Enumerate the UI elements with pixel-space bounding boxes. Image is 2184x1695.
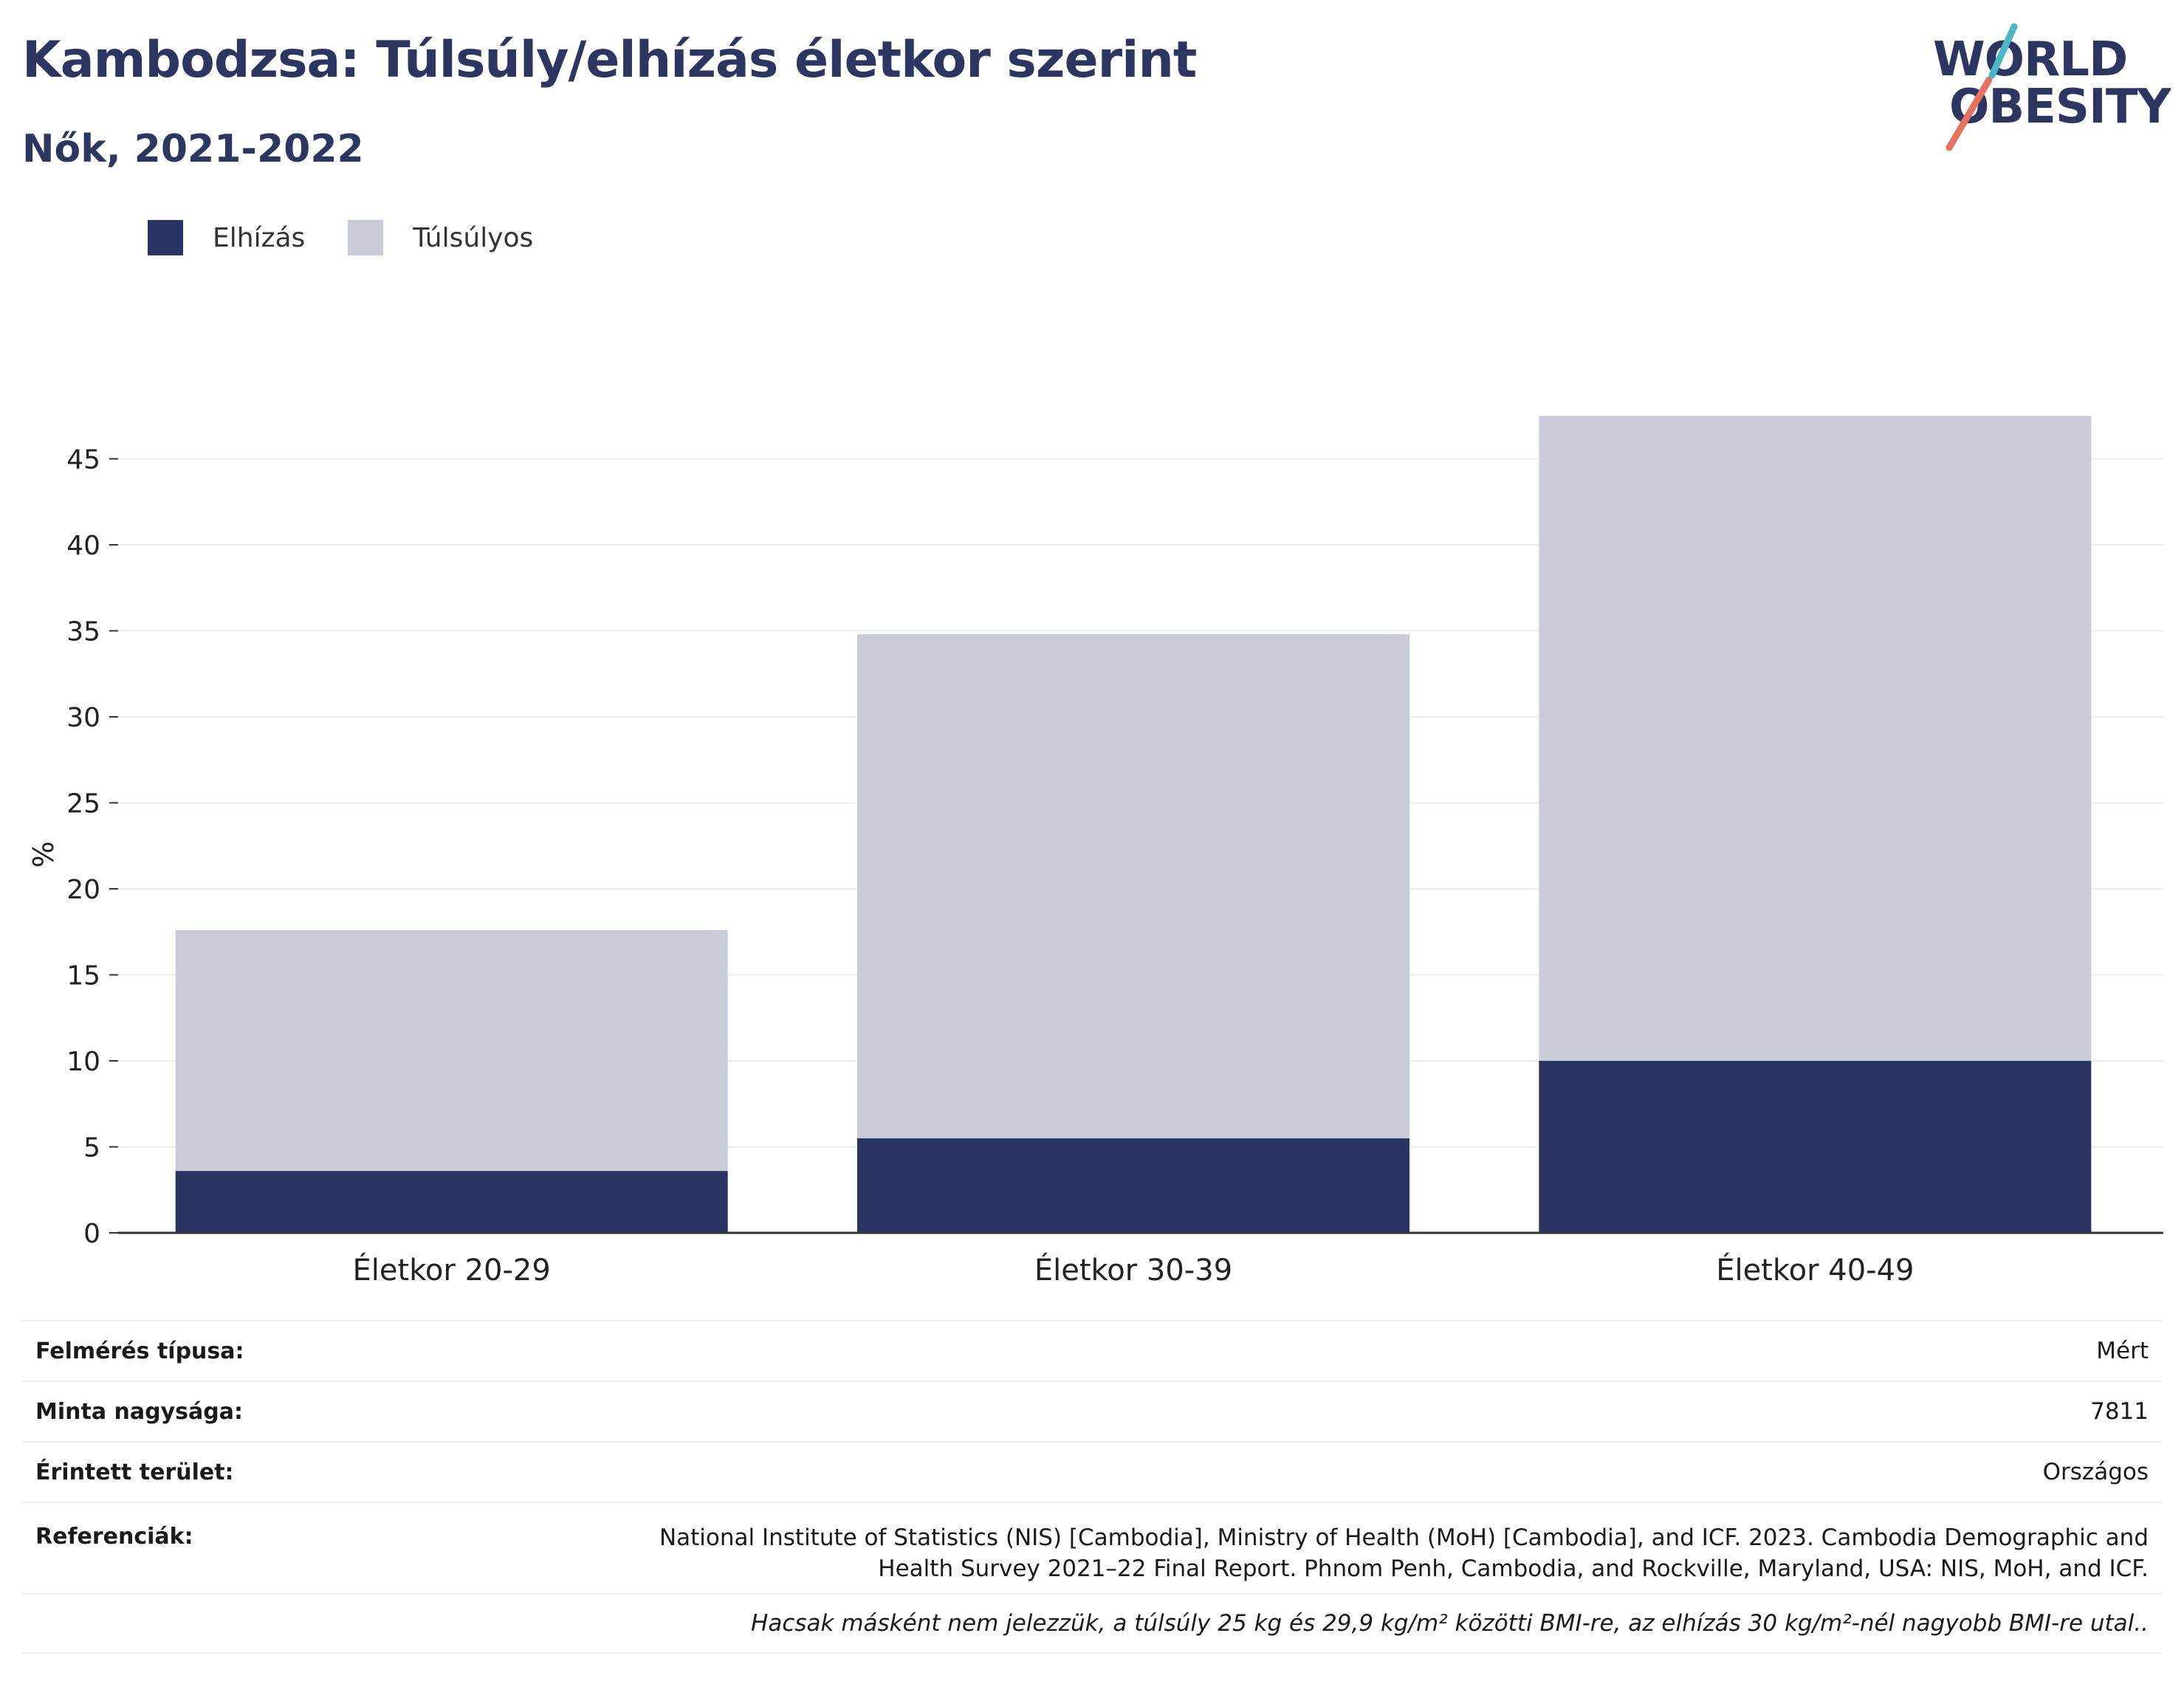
legend-swatch-overweight: [348, 220, 384, 255]
y-tick-label-45: 45: [66, 445, 100, 475]
axes: 0 5 10 15 20 25 30 35 40 45% Életkor 20-29 Életkor …: [27, 445, 2163, 1287]
bar-obesity-3: [1539, 1061, 2092, 1233]
sample-size-label: Minta nagysága:: [35, 1398, 243, 1425]
bar-chart: 0 5 10 15 20 25 30 35 40 45% Életkor 20-29 Életkor …: [27, 416, 2163, 1287]
y-tick-label-15: 15: [66, 961, 100, 991]
logo-stripe-teal: [1988, 23, 2018, 79]
info-row-survey-type: Felmérés típusa: Mért: [22, 1320, 2162, 1381]
world-obesity-logo: WORLD OBESITY: [1933, 23, 2171, 151]
info-row-note: Hacsak másként nem jelezzük, a túlsúly 2…: [22, 1593, 2162, 1654]
info-row-references: Referenciák: National Institute of Stati…: [22, 1502, 2162, 1593]
y-tick-label-40: 40: [66, 531, 100, 561]
area-value: Országos: [2042, 1459, 2149, 1485]
legend-label-overweight: Túlsúlyos: [413, 222, 534, 253]
references-line-2: Health Survey 2021–22 Final Report. Phno…: [878, 1555, 2149, 1582]
y-tick-label-35: 35: [66, 617, 100, 647]
info-row-area: Érintett terület: Országos: [22, 1441, 2162, 1502]
x-tick-label-1: Életkor 20-29: [353, 1252, 551, 1287]
survey-type-value: Mért: [2096, 1338, 2149, 1364]
sample-size-value: 7811: [2090, 1398, 2149, 1425]
y-tick-label-25: 25: [66, 789, 100, 819]
y-tick-label-30: 30: [66, 703, 100, 733]
area-label: Érintett terület:: [35, 1459, 234, 1485]
y-tick-label-20: 20: [66, 875, 100, 905]
y-tick-label-10: 10: [66, 1047, 100, 1077]
legend-item-overweight[interactable]: Túlsúlyos: [348, 220, 533, 255]
x-tick-label-3: Életkor 40-49: [1716, 1252, 1914, 1287]
x-tick-label-2: Életkor 30-39: [1034, 1252, 1232, 1287]
bars: [175, 416, 2092, 1233]
survey-info-table: Felmérés típusa: Mért Minta nagysága: 78…: [22, 1320, 2162, 1654]
bar-overweight-1: [175, 929, 728, 1172]
logo-word-world: WORLD: [1933, 32, 2127, 87]
bar-overweight-3: [1539, 416, 2092, 1061]
references-label: Referenciák:: [35, 1524, 193, 1550]
y-tick-label-0: 0: [83, 1219, 100, 1249]
chart-subtitle: Nők, 2021-2022: [22, 127, 364, 171]
survey-type-label: Felmérés típusa:: [35, 1338, 244, 1364]
bar-obesity-2: [857, 1138, 1409, 1233]
y-axis-label: %: [27, 841, 60, 867]
legend-swatch-obesity: [148, 220, 183, 255]
references-value: National Institute of Statistics (NIS) […: [659, 1522, 2149, 1584]
chart-legend: Elhízás Túlsúlyos: [148, 220, 576, 255]
info-row-sample-size: Minta nagysága: 7811: [22, 1381, 2162, 1441]
definition-note: Hacsak másként nem jelezzük, a túlsúly 2…: [751, 1610, 2149, 1637]
references-line-1: National Institute of Statistics (NIS) […: [659, 1524, 2149, 1551]
legend-item-obesity[interactable]: Elhízás: [148, 220, 305, 255]
y-tick-label-5: 5: [83, 1133, 100, 1163]
logo-stripe-coral: [1946, 76, 1993, 151]
chart-title: Kambodzsa: Túlsúly/elhízás életkor szeri…: [22, 31, 1197, 89]
bar-obesity-1: [175, 1171, 728, 1233]
bar-overweight-2: [857, 634, 1409, 1138]
legend-label-obesity: Elhízás: [213, 222, 306, 253]
